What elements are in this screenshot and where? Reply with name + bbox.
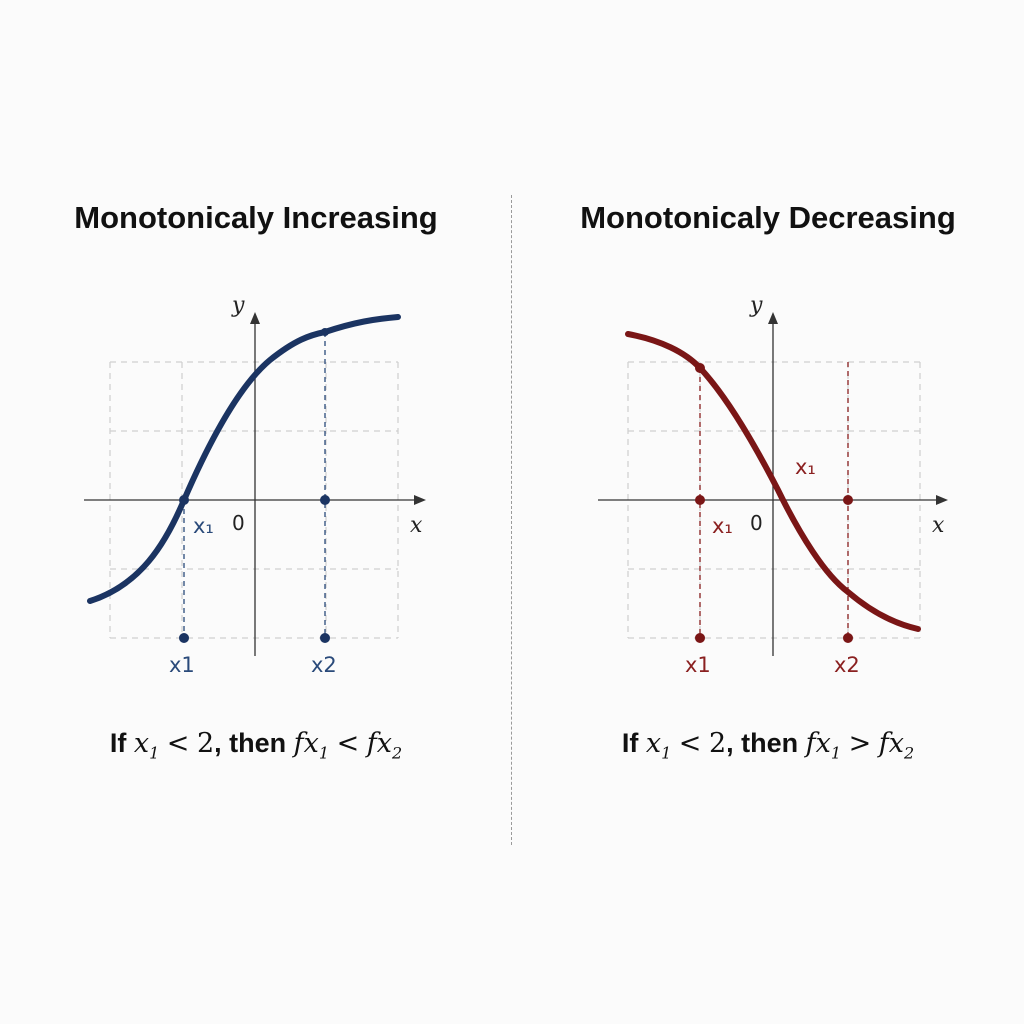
statement-rhs: 2: [196, 728, 215, 759]
statement-f1: fx: [805, 728, 831, 759]
statement-f1-sub: 1: [830, 743, 842, 763]
statement-f2: fx: [878, 728, 904, 759]
y-axis-label: y: [749, 293, 763, 318]
increasing-title: Monotonicaly Increasing: [74, 200, 438, 235]
statement-f2-sub: 2: [391, 743, 403, 763]
increasing-curve: [87, 314, 401, 604]
point-x2-bottom: [843, 633, 853, 643]
point-x1-bottom: [179, 633, 189, 643]
x-axis-label: x: [932, 513, 945, 538]
point-x2-curve: [321, 328, 329, 336]
point-x1-bottom: [695, 633, 705, 643]
increasing-panel: Monotonicaly Increasing y x 0: [0, 200, 512, 762]
x1-bottom-label: x1: [169, 653, 195, 677]
point-x1-axis: [179, 495, 189, 505]
x1-axis-label: x₁: [193, 514, 214, 538]
point-x2-axis: [320, 495, 330, 505]
decreasing-panel: Monotonicaly Decreasing y x 0: [512, 0, 1024, 1024]
panel-divider: [511, 195, 512, 845]
point-x2-axis: [843, 495, 853, 505]
x1-curve-label: x₁: [795, 455, 816, 479]
statement-lt: <: [166, 728, 190, 759]
statement-if: If: [109, 728, 127, 758]
statement-op: <: [336, 728, 360, 759]
axes: [84, 312, 426, 656]
statement-then: , then: [726, 728, 799, 758]
statement-then: , then: [214, 728, 287, 758]
increasing-statement: If x1 < 2, then fx1 < fx2: [0, 728, 512, 762]
statement-rhs: 2: [708, 728, 727, 759]
points: [695, 363, 853, 643]
decreasing-statement: If x1 < 2, then fx1 > fx2: [512, 728, 1024, 762]
statement-f1: fx: [293, 728, 319, 759]
point-x1-axis: [695, 495, 705, 505]
x1-bottom-label: x1: [685, 653, 711, 677]
decreasing-curve: [625, 331, 921, 632]
statement-var-sub: 1: [149, 743, 160, 763]
x2-bottom-label: x2: [311, 653, 337, 677]
statement-f2: fx: [366, 728, 392, 759]
x1-axis-label: x₁: [712, 514, 733, 538]
point-x2-bottom: [320, 633, 330, 643]
points: [179, 328, 330, 643]
droplines: [183, 332, 326, 638]
statement-if: If: [621, 728, 639, 758]
statement-lt: <: [678, 728, 702, 759]
decreasing-title: Monotonicaly Decreasing: [580, 200, 956, 235]
x-axis-label: x: [410, 513, 423, 538]
statement-f1-sub: 1: [318, 743, 330, 763]
statement-var: x: [645, 728, 662, 759]
origin-label: 0: [750, 511, 763, 535]
statement-var-sub: 1: [661, 743, 672, 763]
statement-var: x: [133, 728, 150, 759]
statement-op: >: [848, 728, 872, 759]
increasing-graph: y x 0 x₁ x1 x2: [84, 293, 426, 677]
statement-f2-sub: 2: [903, 743, 915, 763]
axes: [598, 312, 948, 656]
decreasing-graph: y x 0 x₁ x₁ x1 x2: [598, 293, 948, 677]
point-x1-curve: [695, 363, 705, 373]
y-axis-label: y: [231, 293, 245, 318]
x2-bottom-label: x2: [834, 653, 860, 677]
origin-label: 0: [232, 511, 245, 535]
